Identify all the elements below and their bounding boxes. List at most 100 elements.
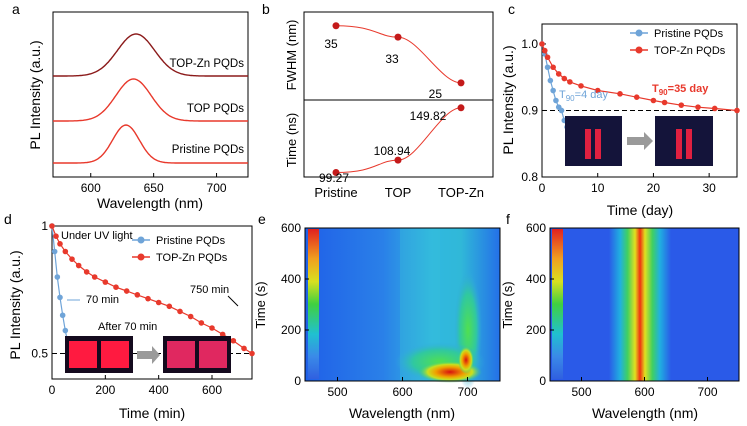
- panel-b-label-33: 33: [385, 52, 399, 66]
- panel-d-photo-2-film-a: [167, 341, 195, 368]
- panel-c-point: [633, 94, 640, 100]
- panel-d-point: [249, 350, 255, 357]
- panel-b-label-25: 25: [429, 87, 443, 101]
- panel-b-marks: [332, 22, 465, 177]
- panel-d-annotation-750min: 750 min: [190, 284, 229, 296]
- panel-d-point: [53, 233, 59, 239]
- panel-c-point: [550, 87, 556, 94]
- panel-d-ylabel: PL Intensity (a.u.): [7, 250, 23, 359]
- panel-d-annotation-after: After 70 min: [98, 321, 157, 333]
- panel-d-point: [166, 303, 173, 310]
- panel-d-point: [69, 256, 75, 262]
- panel-a-series: [53, 33, 248, 164]
- panel-c-photo-1-vial-b: [595, 129, 601, 159]
- panel-d-point: [177, 308, 183, 315]
- panel-c-point: [547, 77, 554, 84]
- panel-c-point: [594, 87, 601, 94]
- panel-c-point: [661, 99, 668, 106]
- panel-c-arrow: [627, 132, 653, 150]
- panel-c-point: [567, 79, 573, 85]
- panel-d-xlabel: Time (min): [119, 405, 185, 421]
- panel-d-series: [49, 223, 255, 357]
- panel-f-colorbar: [552, 229, 563, 379]
- panel-c-photo-1: [565, 116, 622, 166]
- panel-c-point: [578, 83, 584, 89]
- panel-a-spectrum-1: [53, 78, 248, 122]
- panel-b-cat-pristine: Pristine: [314, 185, 357, 200]
- panel-c-point: [617, 91, 623, 97]
- panel-e-ylabel: Time (s): [253, 281, 268, 328]
- panel-d-point: [187, 313, 194, 320]
- panel-d-annotation-uv: Under UV light: [61, 230, 133, 242]
- panel-a-xtick-label: 600: [81, 181, 101, 195]
- panel-d-photo-1-film-b: [101, 341, 129, 368]
- panel-c-ylabel: PL Intensity (a.u.): [500, 45, 516, 154]
- panel-c-point: [553, 97, 559, 104]
- panel-d-legend-marker-topzn: [137, 253, 145, 261]
- panel-d-point: [75, 262, 82, 269]
- panel-f-xtick-label: 600: [634, 385, 654, 399]
- panel-d: 0 200 400 600 0.5 1 Under UV light Pristine P…: [7, 219, 255, 421]
- panel-b-fwhm-point: [457, 79, 465, 87]
- panel-c-photo-2-vial-b: [686, 129, 692, 159]
- panel-c: 0 10 20 30 0.8 0.9 1.0 Pristine PQDs TOP-Zn PQ…: [500, 23, 740, 218]
- panel-c-ytick-label: 0.9: [521, 103, 538, 117]
- panel-c-ytick-label: 1.0: [521, 37, 538, 51]
- panel-a-xtick-label: 700: [207, 181, 227, 195]
- panel-c-point: [561, 75, 568, 82]
- panel-b-cat-top: TOP: [385, 185, 412, 200]
- panel-a: 600 650 700 TOP-Zn PQDs TOP PQDs Pristine …: [27, 11, 249, 211]
- panel-c-point: [550, 64, 556, 71]
- panel-label-c: c: [508, 1, 515, 17]
- panel-f-ytick-label: 600: [526, 221, 546, 235]
- panel-e-xlabel: Wavelength (nm): [349, 405, 455, 421]
- panel-c-annotation-t90-topzn: T90=35 day: [652, 83, 709, 97]
- panel-d-arrow: [137, 346, 160, 364]
- panel-b-label-35: 35: [324, 37, 338, 51]
- panel-d-annotation-70min: 70 min: [86, 294, 119, 306]
- panel-f-ytick-label: 200: [526, 323, 546, 337]
- panel-c-photo-1-vial-a: [585, 129, 591, 159]
- panel-f-ytick-label: 400: [526, 272, 546, 286]
- panel-c-point: [555, 71, 562, 77]
- panel-c-point: [650, 97, 657, 104]
- panel-a-legend-pristine: Pristine PQDs: [172, 144, 244, 156]
- panel-c-xtick-label: 30: [702, 181, 716, 195]
- panel-c-legend-topzn: TOP-Zn PQDs: [654, 45, 726, 57]
- panel-e-ytick-label: 600: [281, 221, 301, 235]
- panel-d-point: [230, 337, 237, 344]
- panel-d-point: [91, 274, 98, 280]
- panel-c-xlabel: Time (day): [607, 202, 673, 218]
- panel-d-photo-1-film-a: [69, 341, 97, 368]
- panel-d-arrow-750: [227, 295, 239, 307]
- panel-d-photo-2-film-b: [199, 341, 227, 368]
- panel-c-photo-2: [655, 116, 713, 166]
- panel-d-legend-topzn: TOP-Zn PQDs: [156, 252, 228, 264]
- panel-a-ticks: 600 650 700: [81, 173, 227, 195]
- panel-c-photo-2-vial-a: [676, 129, 682, 159]
- panel-d-point: [219, 331, 226, 338]
- panel-d-point: [123, 288, 130, 294]
- panel-c-point: [678, 102, 685, 108]
- panel-f-ytick-label: 0: [539, 374, 546, 388]
- panel-b-time-point: [332, 169, 340, 177]
- panel-c-ticks: 0 10 20 30 0.8 0.9 1.0: [521, 37, 716, 195]
- panel-b-ylabel-top: FWHM (nm): [284, 20, 299, 91]
- panel-d-frame: [51, 225, 253, 380]
- panel-f-ylabel: Time (s): [500, 281, 515, 328]
- panel-d-ytick-label: 1: [41, 219, 48, 233]
- panel-e-ytick-label: 0: [294, 374, 301, 388]
- panel-d-xtick-label: 400: [149, 383, 169, 397]
- panel-b-cat-topzn: TOP-Zn: [438, 185, 484, 200]
- panel-c-point: [544, 64, 551, 71]
- panel-d-ytick-label: 0.5: [31, 347, 48, 361]
- panel-b-fwhm-point: [394, 33, 402, 41]
- panel-a-spectrum-0: [53, 124, 248, 164]
- panel-d-point: [57, 294, 63, 301]
- panel-d-point: [102, 279, 109, 285]
- panel-d-point: [62, 248, 69, 255]
- panel-e-colorbar: [308, 229, 319, 379]
- panel-f-xlabel: Wavelength (nm): [592, 405, 698, 421]
- panel-c-frame: [541, 23, 738, 178]
- panel-e-hot-spot-2: [458, 346, 474, 374]
